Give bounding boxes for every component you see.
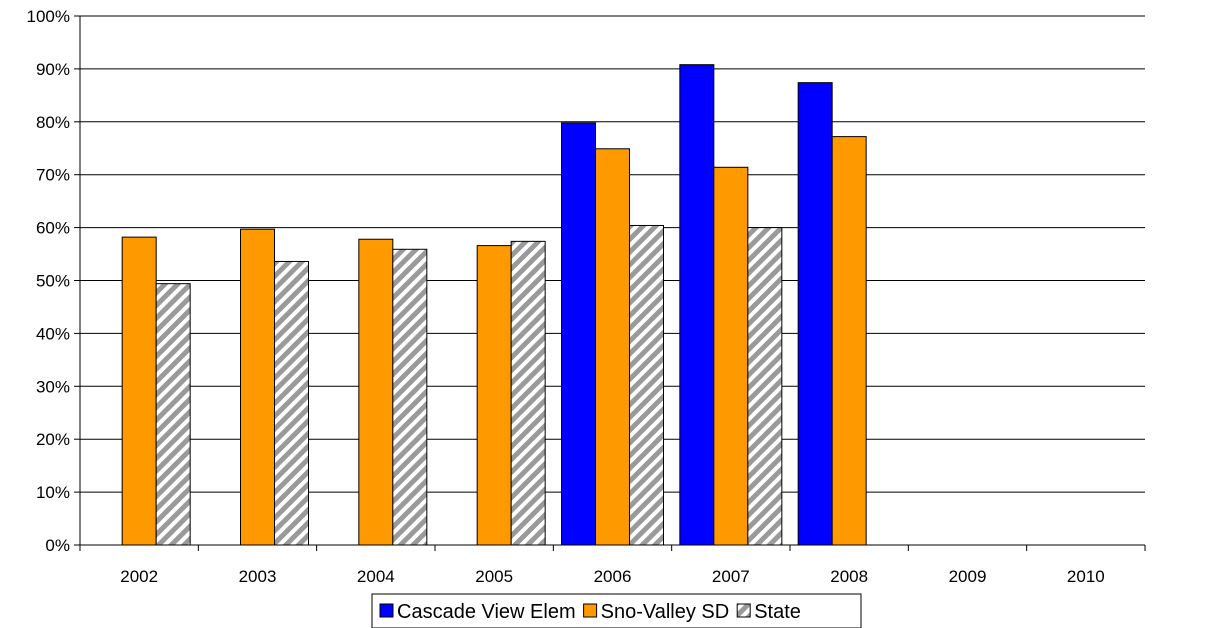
bar-sno-valley-sd-2004 (358, 238, 394, 546)
bar-state-2006 (629, 224, 664, 546)
bar-cascade-view-elem-2008 (797, 82, 833, 546)
x-tick-label: 2010 (1067, 567, 1105, 586)
legend-box (371, 593, 862, 628)
y-tick-label: 50% (36, 272, 70, 291)
y-tick-label: 60% (36, 219, 70, 238)
x-tick-label: 2002 (120, 567, 158, 586)
legend: Cascade View Elem Sno-Valley SD State (371, 593, 862, 628)
legend-label: Cascade View Elem (397, 601, 576, 623)
axes (79, 16, 1145, 546)
y-tick-label: 0% (45, 536, 70, 555)
y-tick-label: 100% (27, 7, 70, 26)
y-tick-label: 90% (36, 60, 70, 79)
legend-label: Sno-Valley SD (601, 601, 730, 623)
bar-state-2002 (155, 283, 191, 546)
y-tick-label: 40% (36, 324, 70, 343)
bar-sno-valley-sd-2003 (240, 228, 275, 546)
y-tick-label: 70% (36, 166, 70, 185)
bar-state-2007 (747, 227, 783, 546)
y-axis-ticks: 0% 10% 20% 30% 40% 50% 60% 70% 80% 90% 100% (27, 7, 80, 555)
y-tick-label: 10% (36, 483, 70, 502)
legend-swatch (583, 603, 598, 618)
x-axis-ticks: 2002 2003 2004 2005 2006 2007 2008 2009 2010 (79, 545, 1146, 586)
bar-cascade-view-elem-2007 (679, 64, 715, 546)
y-tick-label: 30% (36, 377, 70, 396)
x-tick-label: 2007 (712, 567, 750, 586)
x-tick-label: 2003 (239, 567, 277, 586)
x-tick-label: 2008 (830, 567, 868, 586)
bar-sno-valley-sd-2007 (713, 166, 749, 546)
x-tick-label: 2004 (357, 567, 395, 586)
bar-sno-valley-sd-2008 (831, 136, 867, 546)
y-tick-label: 80% (36, 113, 70, 132)
bar-cascade-view-elem-2006 (561, 122, 596, 546)
x-tick-label: 2009 (949, 567, 987, 586)
bar-state-2005 (510, 240, 546, 546)
bar-state-2004 (392, 248, 428, 546)
bar-state-2003 (274, 260, 309, 546)
x-tick-label: 2006 (594, 567, 632, 586)
legend-label: State (754, 601, 801, 623)
bar-sno-valley-sd-2005 (476, 245, 512, 546)
bar-sno-valley-sd-2002 (121, 236, 157, 546)
bars (121, 64, 867, 546)
bar-sno-valley-sd-2006 (595, 148, 630, 546)
legend-swatch (379, 603, 394, 618)
x-tick-label: 2005 (475, 567, 513, 586)
legend-swatch (736, 603, 751, 618)
y-tick-label: 20% (36, 430, 70, 449)
